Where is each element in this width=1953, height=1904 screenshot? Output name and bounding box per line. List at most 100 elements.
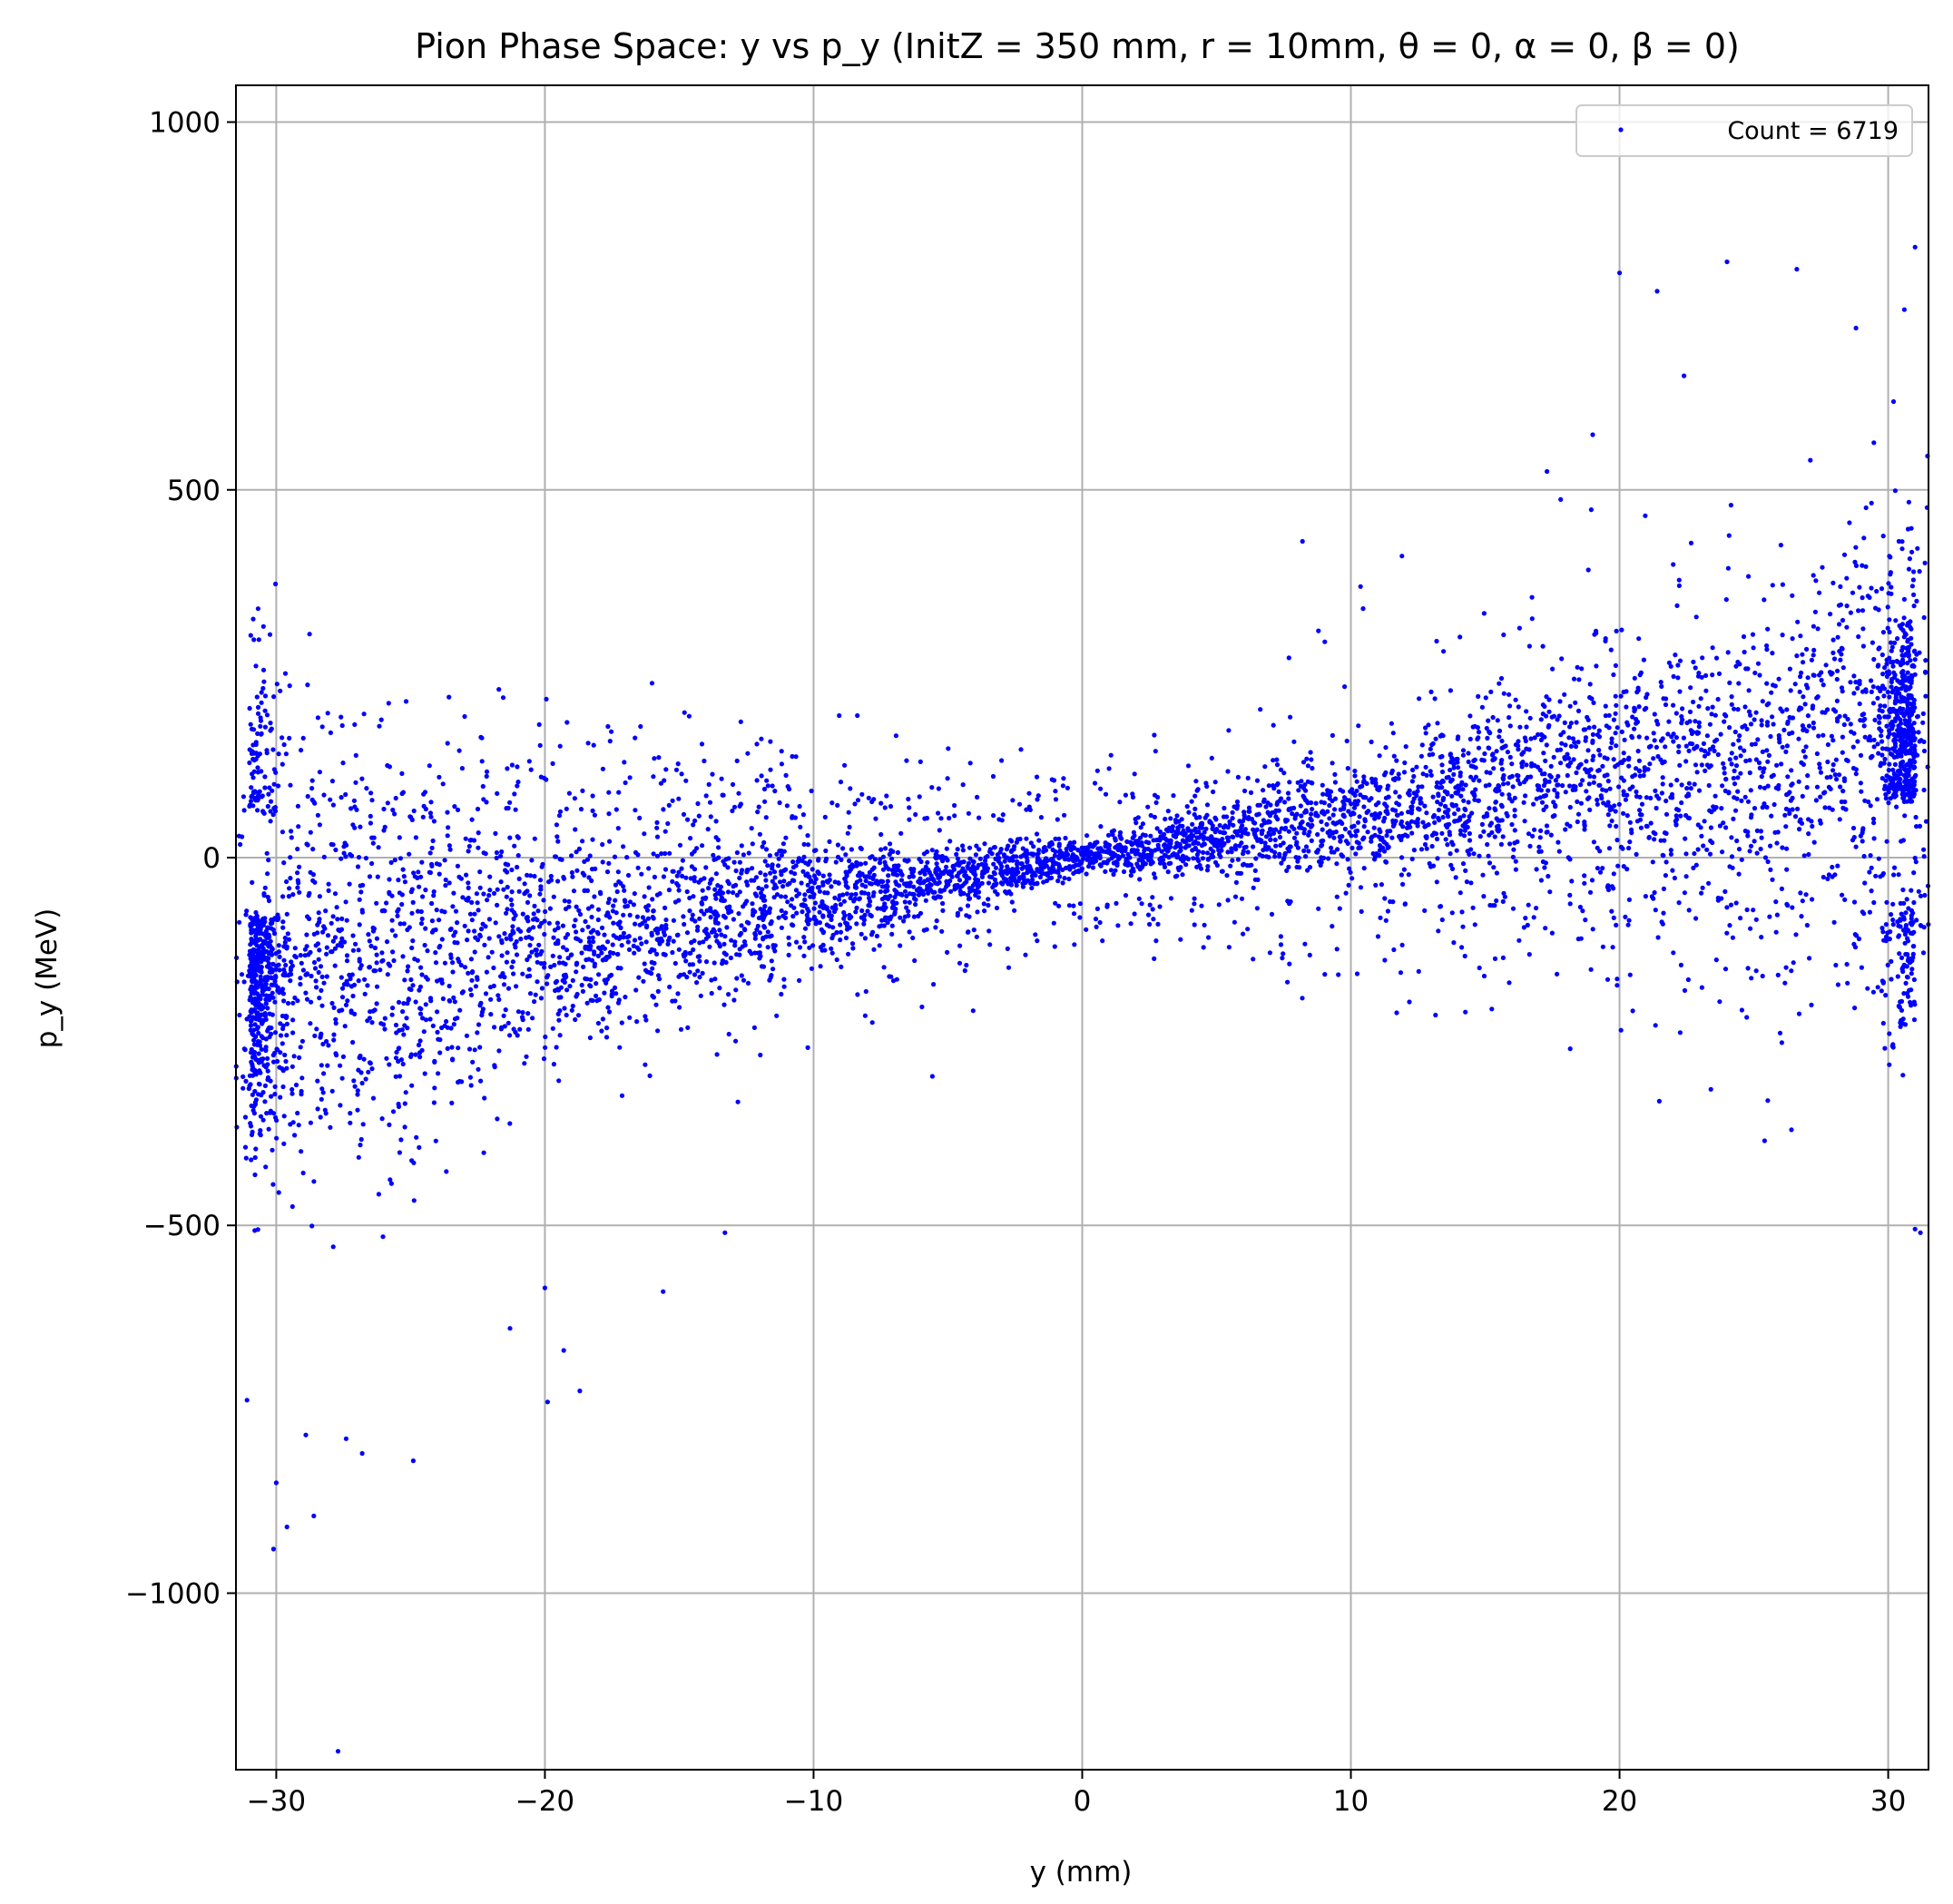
scatter-point: [889, 923, 895, 928]
scatter-point: [737, 875, 742, 881]
scatter-point: [537, 878, 544, 883]
scatter-point: [1879, 761, 1884, 766]
scatter-point: [1257, 837, 1262, 842]
scatter-point: [1613, 809, 1618, 814]
scatter-point: [493, 830, 498, 837]
scatter-point: [1234, 799, 1241, 805]
scatter-point: [1571, 757, 1576, 762]
scatter-point: [750, 901, 755, 907]
scatter-point: [1424, 772, 1429, 778]
scatter-point: [1800, 898, 1805, 904]
scatter-point: [264, 948, 270, 955]
scatter-point: [309, 786, 315, 791]
scatter-point: [800, 909, 805, 915]
scatter-point: [739, 973, 744, 978]
scatter-point: [1826, 784, 1831, 790]
scatter-point: [1883, 746, 1889, 751]
scatter-point: [1813, 578, 1819, 584]
scatter-point: [600, 841, 605, 848]
scatter-point: [1519, 761, 1525, 766]
scatter-point: [619, 1093, 625, 1098]
scatter-point: [1912, 855, 1918, 861]
scatter-point: [1597, 869, 1604, 875]
scatter-point: [650, 966, 655, 971]
scatter-point: [684, 888, 690, 895]
scatter-point: [1738, 753, 1743, 759]
scatter-point: [403, 1090, 408, 1095]
scatter-point: [1692, 746, 1697, 751]
scatter-point: [263, 981, 269, 986]
scatter-point: [272, 1092, 278, 1097]
scatter-point: [991, 813, 996, 819]
scatter-point: [282, 939, 288, 945]
scatter-point: [1201, 849, 1206, 856]
scatter-points: [233, 244, 1931, 1754]
scatter-point: [1774, 912, 1780, 918]
scatter-point: [281, 1141, 287, 1146]
scatter-point: [1910, 951, 1916, 957]
scatter-point: [400, 790, 406, 795]
scatter-point: [430, 1023, 436, 1028]
scatter-point: [1739, 1007, 1744, 1013]
scatter-point: [651, 851, 656, 857]
scatter-point: [1922, 560, 1928, 566]
scatter-point: [314, 1026, 319, 1032]
scatter-point: [898, 943, 903, 948]
scatter-point: [1898, 662, 1903, 668]
scatter-point: [925, 859, 930, 865]
scatter-point: [1316, 628, 1321, 633]
scatter-point: [1512, 828, 1517, 833]
scatter-point: [366, 932, 371, 937]
scatter-point: [1524, 709, 1529, 714]
scatter-point: [1552, 787, 1557, 793]
scatter-point: [1263, 804, 1269, 810]
scatter-point: [1903, 980, 1909, 986]
scatter-point: [1735, 775, 1741, 780]
scatter-point: [1679, 713, 1684, 720]
scatter-point: [398, 1137, 404, 1143]
scatter-point: [770, 967, 776, 972]
scatter-point: [1883, 796, 1889, 801]
scatter-point: [677, 1005, 682, 1010]
scatter-point: [1887, 937, 1892, 942]
scatter-point: [1901, 900, 1907, 906]
scatter-point: [1056, 903, 1062, 908]
scatter-point: [1870, 684, 1876, 690]
scatter-point: [255, 770, 260, 775]
scatter-point: [260, 809, 266, 814]
scatter-point: [1400, 824, 1406, 829]
scatter-point: [1738, 745, 1743, 751]
scatter-point: [1871, 744, 1877, 750]
scatter-point: [360, 882, 366, 888]
scatter-point: [253, 1015, 259, 1020]
scatter-point: [1295, 859, 1300, 864]
scatter-point: [1901, 596, 1907, 603]
scatter-point: [1662, 838, 1667, 843]
scatter-point: [299, 1092, 304, 1097]
scatter-point: [1901, 673, 1908, 679]
scatter-point: [1885, 625, 1890, 631]
scatter-point: [1490, 714, 1496, 721]
scatter-point: [1663, 830, 1669, 837]
scatter-point: [263, 933, 269, 939]
scatter-point: [1879, 746, 1886, 751]
scatter-point: [1885, 930, 1890, 936]
scatter-point: [1623, 914, 1628, 920]
scatter-point: [917, 794, 922, 800]
scatter-point: [309, 1223, 315, 1229]
scatter-point: [1546, 779, 1552, 784]
scatter-point: [643, 939, 649, 945]
scatter-point: [1898, 777, 1903, 782]
scatter-point: [269, 1094, 274, 1099]
scatter-point: [264, 751, 270, 756]
scatter-point: [1191, 833, 1196, 839]
scatter-point: [369, 835, 375, 840]
scatter-point: [246, 1085, 251, 1092]
scatter-point: [691, 947, 696, 953]
scatter-point: [565, 956, 571, 961]
scatter-point: [334, 905, 339, 910]
scatter-point: [254, 927, 260, 932]
scatter-point: [611, 950, 616, 956]
scatter-point: [1355, 820, 1361, 825]
scatter-point: [1035, 938, 1040, 944]
